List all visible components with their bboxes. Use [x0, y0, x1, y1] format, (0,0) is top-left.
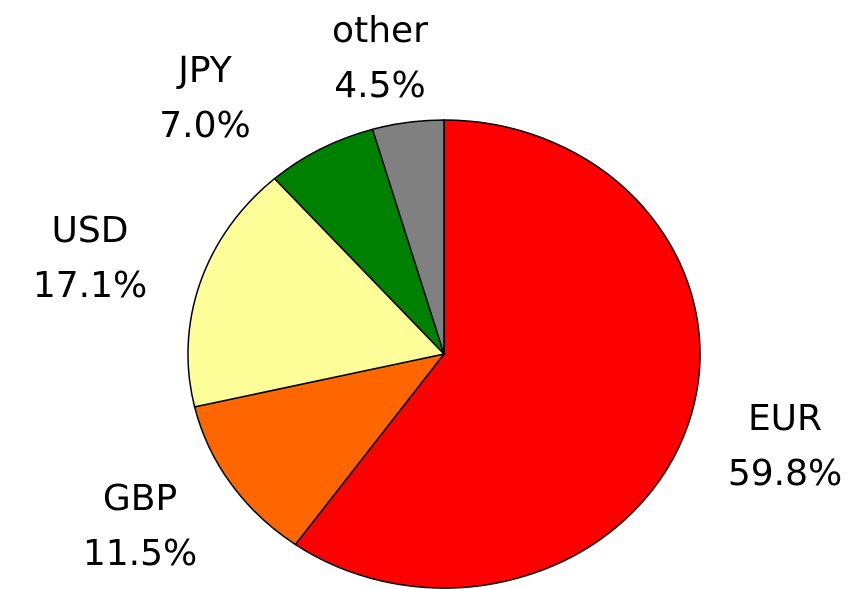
pie-slice [193, 352, 446, 546]
pie-slice [187, 177, 446, 408]
slice-value-label: 7.0% [159, 105, 250, 146]
slice-value-label: 59.8% [728, 453, 842, 494]
slice-label: GBP [103, 478, 177, 519]
slice-value-label: 4.5% [334, 65, 425, 106]
slice-label: EUR [748, 398, 822, 439]
pie-slice [273, 128, 445, 355]
slice-value-label: 11.5% [83, 533, 197, 574]
slice-label: USD [52, 210, 129, 251]
pie-slice [294, 119, 701, 589]
slice-value-label: 17.1% [33, 265, 147, 306]
slice-label: JPY [176, 50, 233, 91]
slice-label: other [332, 10, 428, 51]
pie-slice [371, 119, 445, 355]
